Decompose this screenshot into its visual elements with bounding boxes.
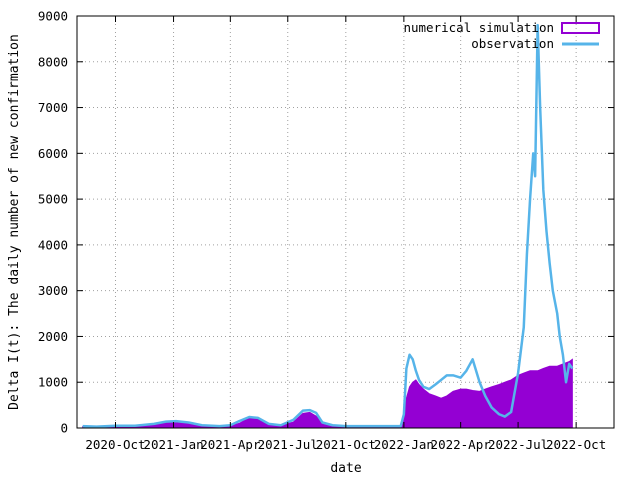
x-tick-label: 2022-Jan (374, 437, 434, 452)
y-tick-label: 6000 (38, 146, 68, 161)
y-tick-label: 2000 (38, 329, 68, 344)
x-axis-title: date (330, 461, 361, 476)
grid (77, 16, 614, 428)
series-layer (83, 25, 573, 428)
y-tick-label: 9000 (38, 9, 68, 24)
x-tick-label: 2021-Oct (316, 437, 376, 452)
x-tick-label: 2021-Jul (258, 437, 318, 452)
legend-label-simulation: numerical simulation (403, 20, 554, 35)
legend: numerical simulation observation (403, 20, 599, 51)
x-tick-label: 2022-Jul (488, 437, 548, 452)
legend-label-observation: observation (471, 36, 554, 51)
simulation-area (83, 359, 573, 428)
legend-swatch-simulation (562, 23, 599, 33)
y-tick-label: 1000 (38, 375, 68, 390)
x-tick-label: 2022-Apr (431, 437, 492, 452)
observation-line (83, 25, 573, 426)
y-tick-label: 4000 (38, 237, 68, 252)
y-axis-title: Delta I(t): The daily number of new conf… (7, 34, 22, 410)
x-tick-label: 2020-Oct (85, 437, 145, 452)
y-tick-label: 3000 (38, 283, 68, 298)
x-tick-label: 2021-Apr (200, 437, 261, 452)
y-tick-label: 7000 (38, 100, 68, 115)
plot-frame (77, 16, 614, 428)
y-tick-label: 8000 (38, 54, 68, 69)
x-tick-label: 2022-Oct (546, 437, 606, 452)
y-tick-label: 0 (60, 421, 68, 436)
x-tick-label: 2021-Jan (143, 437, 203, 452)
y-tick-label: 5000 (38, 192, 68, 207)
